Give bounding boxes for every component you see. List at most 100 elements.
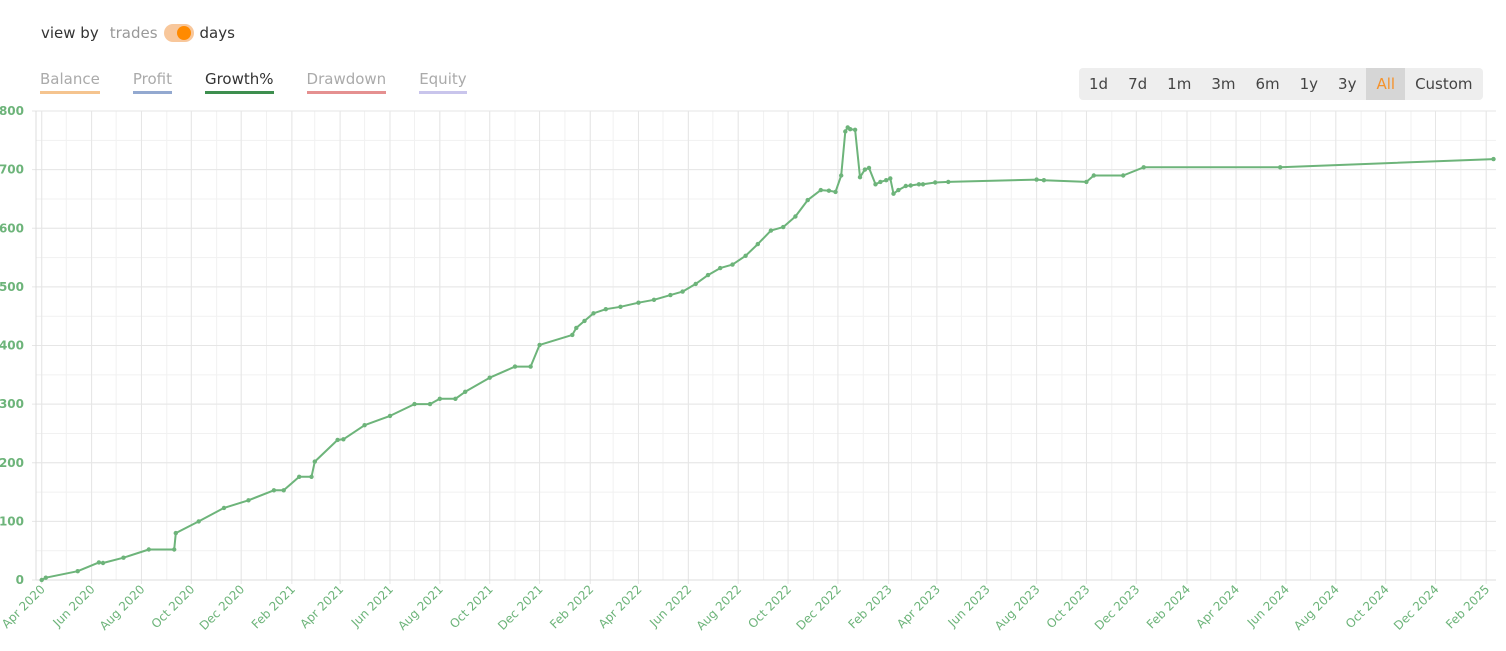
x-tick-label: Feb 2021 [249,582,298,631]
x-tick-label: Oct 2023 [1044,582,1093,631]
x-tick-label: Dec 2020 [197,582,248,633]
growth-data-point [833,189,838,195]
range-1d-button[interactable]: 1d [1089,75,1109,93]
growth-data-point [281,488,286,493]
growth-data-point [1278,165,1283,170]
growth-data-point [1121,173,1126,178]
growth-data-point [891,191,896,196]
growth-data-point [297,474,302,479]
growth-data-point [39,577,44,583]
tab-growth[interactable]: Growth% [204,70,274,94]
growth-data-point [805,197,810,203]
x-tick-label: Dec 2024 [1391,582,1442,633]
y-tick-label: 500 [0,280,24,294]
x-tick-label: Feb 2023 [846,582,895,631]
x-tick-label: Jun 2020 [50,582,98,630]
growth-data-point [437,396,442,401]
growth-data-point [582,318,587,324]
growth-data-point [312,459,317,464]
growth-data-point [1491,156,1496,162]
x-tick-label: Apr 2023 [894,582,943,631]
range-1y-button[interactable]: 1y [1299,75,1319,93]
growth-data-point [427,401,433,407]
y-tick-label: 600 [0,221,24,235]
y-tick-label: 0 [16,573,24,587]
growth-data-point [1041,178,1047,183]
tab-equity[interactable]: Equity [419,70,467,94]
growth-data-point [693,281,698,287]
x-tick-label: Apr 2021 [297,582,346,631]
range-3y-button[interactable]: 3y [1338,75,1357,93]
growth-data-point [96,560,102,565]
growth-data-point [453,396,458,401]
growth-data-point [705,272,711,278]
growth-chart: Apr 2020 Jun 2020 Aug 2020 Oct 2020 Dec 2020… [0,104,1496,633]
x-tick-label: Jun 2023 [945,582,993,630]
growth-data-point [335,437,340,443]
growth-data-point [908,183,913,188]
view-by-trades-option[interactable]: trades [109,24,158,42]
x-tick-label: Oct 2020 [149,582,198,631]
tab-balance[interactable]: Balance [40,70,100,94]
growth-data-point [172,547,177,552]
growth-data-point [878,179,883,185]
view-by-days-option[interactable]: days [199,24,235,42]
growth-data-point [75,569,80,574]
growth-data-point [309,474,314,479]
growth-data-point [743,253,748,258]
growth-data-point [387,413,393,419]
tab-drawdown[interactable]: Drawdown [306,70,387,94]
x-tick-label: Oct 2022 [745,582,794,631]
growth-data-point [873,182,878,187]
growth-data-point [246,498,251,503]
growth-data-point [896,187,901,193]
growth-series-line [41,126,1494,581]
range-1m-button[interactable]: 1m [1167,75,1192,93]
range-custom-button[interactable]: Custom [1415,75,1473,93]
growth-data-point [487,375,492,380]
growth-data-point [603,307,608,312]
x-tick-label: Apr 2024 [1193,582,1242,631]
growth-data-point [680,289,685,294]
growth-data-point [768,228,774,233]
growth-data-point [570,332,575,338]
growth-data-point [843,129,848,134]
x-tick-label: Aug 2023 [992,582,1043,633]
x-tick-label: Aug 2022 [694,582,745,633]
range-all-button[interactable]: All [1366,68,1406,100]
range-7d-button[interactable]: 7d [1128,75,1148,93]
toggle-knob [176,26,191,40]
x-tick-label: Jun 2024 [1244,582,1292,630]
growth-data-point [826,188,832,193]
range-3m-button[interactable]: 3m [1211,75,1236,93]
y-tick-label: 200 [0,456,24,470]
growth-data-point [818,187,823,193]
growth-data-point [121,555,126,560]
view-by-toggle-group: view by trades days [41,22,235,44]
growth-data-point [781,224,786,230]
tab-profit[interactable]: Profit [132,70,172,94]
y-tick-label: 100 [0,514,24,528]
x-tick-label: Aug 2021 [395,582,446,633]
growth-data-point [412,401,417,407]
growth-data-point [591,311,596,316]
range-6m-button[interactable]: 6m [1255,75,1280,93]
x-tick-label: Oct 2024 [1343,582,1392,631]
growth-data-point [196,519,201,524]
growth-data-point [916,182,922,187]
view-by-toggle-switch[interactable] [163,24,194,42]
growth-data-point [43,575,48,580]
growth-data-point [574,325,579,331]
growth-data-point [512,364,518,369]
growth-data-point [173,530,178,536]
x-tick-label: Dec 2023 [1092,582,1143,633]
growth-data-point [1034,177,1039,182]
view-by-label: view by [41,24,99,42]
growth-data-point [848,127,853,132]
growth-data-point [1084,179,1089,185]
x-tick-label: Aug 2020 [97,582,148,633]
x-tick-label: Aug 2024 [1291,582,1342,633]
time-range-selector: 1d 7d 1m 3m 6m 1y 3y All Custom [1079,68,1483,100]
growth-data-point [903,183,908,189]
x-tick-label: Feb 2022 [547,582,596,631]
